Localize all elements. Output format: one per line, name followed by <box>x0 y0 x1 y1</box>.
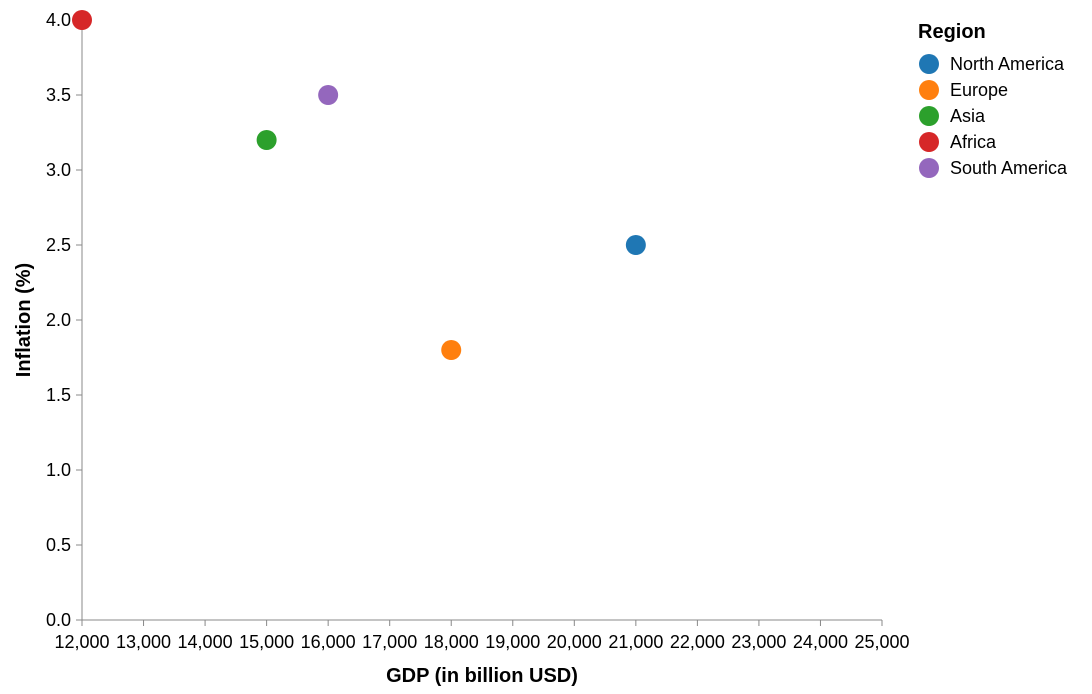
x-tick-label: 22,000 <box>670 632 725 652</box>
x-tick-label: 15,000 <box>239 632 294 652</box>
y-tick-label: 3.0 <box>46 160 71 180</box>
legend-swatch <box>919 54 939 74</box>
data-point-north-america[interactable] <box>625 235 646 255</box>
y-tick-label: 2.0 <box>46 310 71 330</box>
x-tick-label: 14,000 <box>178 632 233 652</box>
y-tick-label: 1.5 <box>46 385 71 405</box>
y-axis-title: Inflation (%) <box>13 263 35 377</box>
legend-swatch <box>919 158 939 178</box>
x-tick-label: 12,000 <box>54 632 109 652</box>
y-tick-label: 2.5 <box>46 235 71 255</box>
data-point-asia[interactable] <box>256 130 277 150</box>
x-axis-title: GDP (in billion USD) <box>386 665 578 687</box>
x-tick-label: 19,000 <box>485 632 540 652</box>
x-tick-label: 13,000 <box>116 632 171 652</box>
legend-swatch <box>919 80 939 100</box>
legend-label: Asia <box>950 106 986 126</box>
legend-swatch <box>919 132 939 152</box>
x-tick-label: 16,000 <box>301 632 356 652</box>
y-tick-label: 4.0 <box>46 10 71 30</box>
y-axis: 0.0 0.5 1.0 1.5 2.0 2.5 3.0 3.5 4.0 <box>46 10 83 630</box>
y-tick-label: 1.0 <box>46 460 71 480</box>
legend-label: Europe <box>950 80 1008 100</box>
x-tick-label: 21,000 <box>608 632 663 652</box>
y-tick-label: 0.0 <box>46 610 71 630</box>
legend-label: North America <box>950 54 1065 74</box>
x-tick-label: 23,000 <box>731 632 786 652</box>
x-tick-label: 24,000 <box>793 632 848 652</box>
data-points <box>72 10 646 360</box>
x-tick-label: 25,000 <box>854 632 909 652</box>
y-tick-label: 0.5 <box>46 535 71 555</box>
x-tick-label: 20,000 <box>547 632 602 652</box>
x-tick-label: 18,000 <box>424 632 479 652</box>
legend-swatch <box>919 106 939 126</box>
data-point-africa[interactable] <box>72 10 92 30</box>
x-axis: 12,000 13,000 14,000 15,000 16,000 17,000 18,0… <box>54 619 910 652</box>
legend-title: Region <box>918 21 986 43</box>
legend-label: Africa <box>950 132 997 152</box>
x-tick-label: 17,000 <box>362 632 417 652</box>
legend-label: South America <box>950 158 1068 178</box>
y-tick-label: 3.5 <box>46 85 71 105</box>
legend: North America Europe Asia Africa South Ameri… <box>919 54 1068 178</box>
data-point-south-america[interactable] <box>318 85 339 105</box>
data-point-europe[interactable] <box>441 340 462 360</box>
